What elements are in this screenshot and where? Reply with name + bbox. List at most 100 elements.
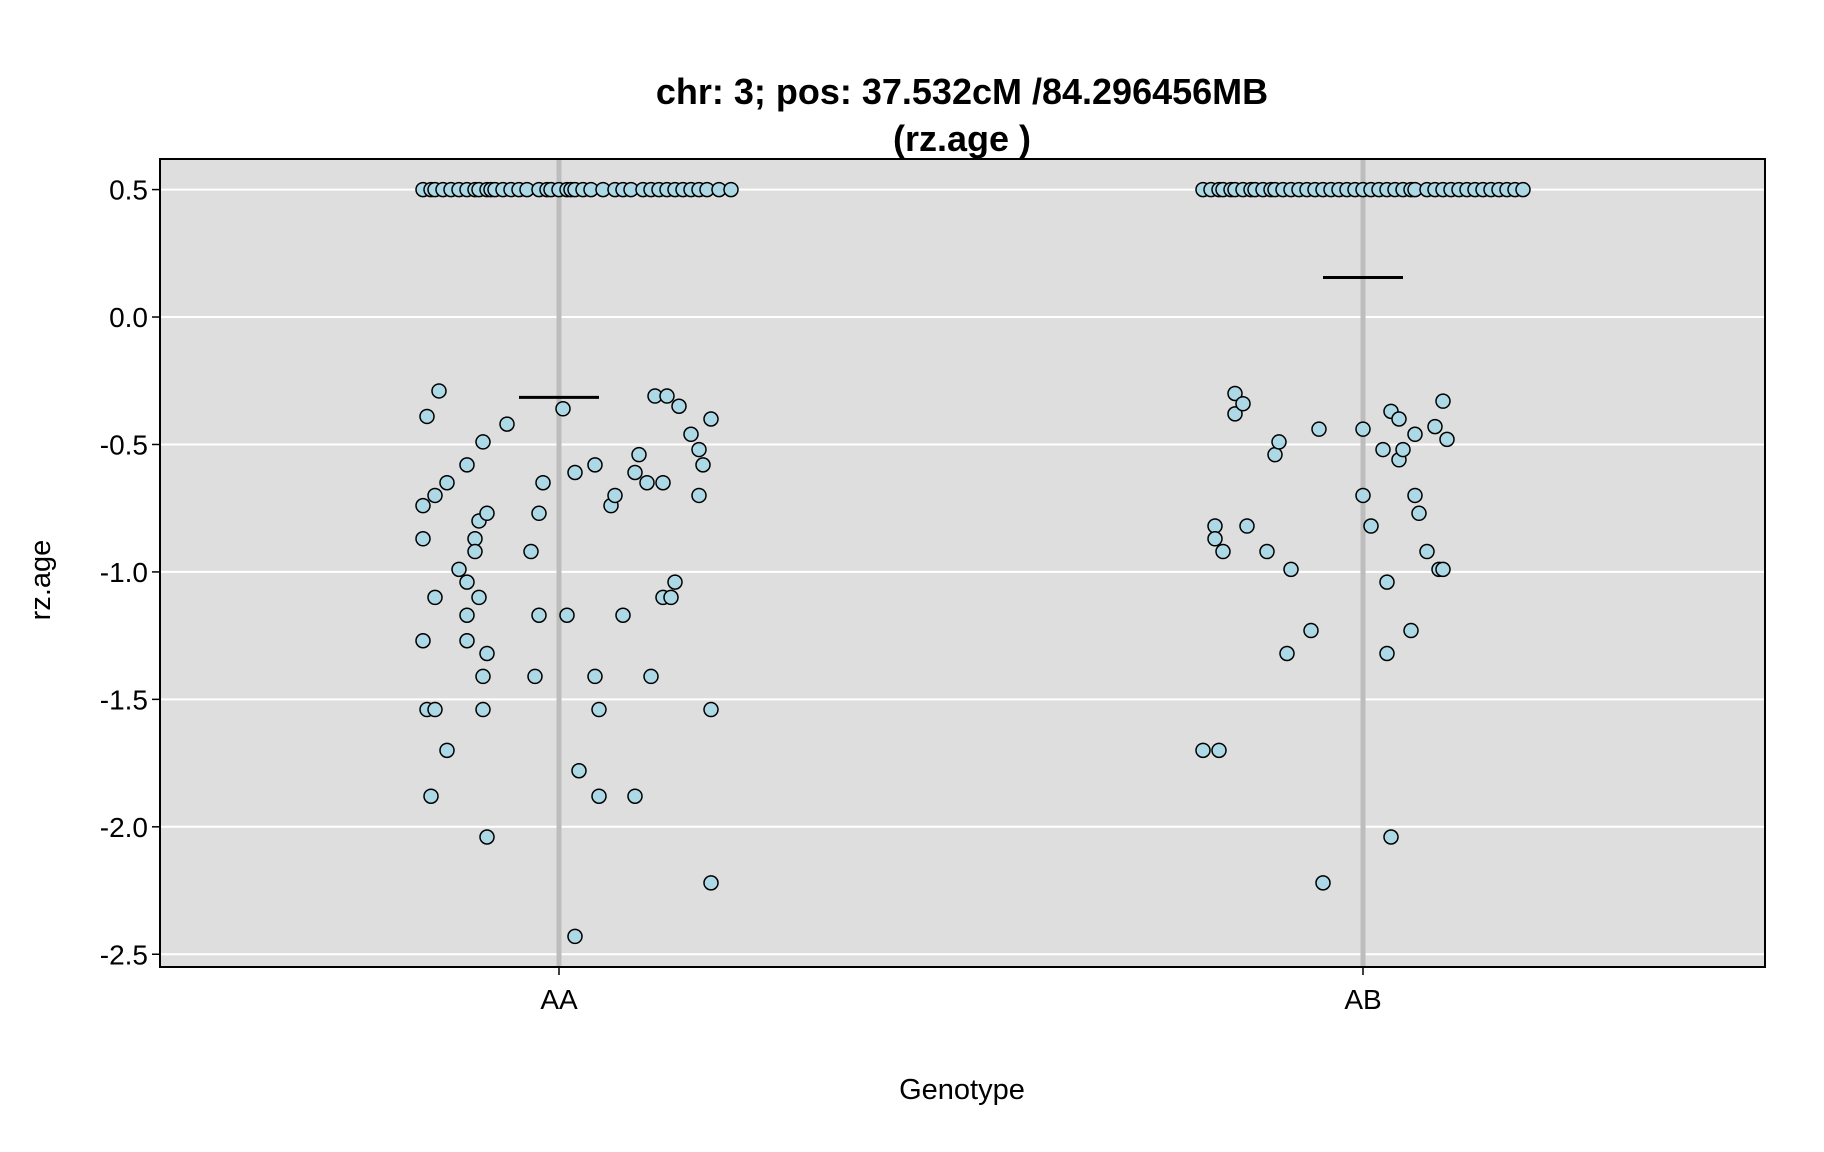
- category-lines: [556, 159, 1366, 967]
- data-point: [1271, 434, 1287, 450]
- data-point: [1411, 505, 1427, 522]
- y-tick-label: -1.5: [100, 684, 148, 715]
- data-point: [1279, 645, 1295, 662]
- data-point: [587, 668, 603, 685]
- data-point: [459, 574, 475, 590]
- data-point: [499, 416, 515, 432]
- data-point: [643, 668, 659, 685]
- data-point: [415, 632, 431, 649]
- data-point: [1407, 426, 1423, 443]
- data-point: [1375, 441, 1391, 458]
- data-point: [667, 574, 683, 590]
- data-point: [415, 531, 431, 547]
- data-point: [627, 788, 643, 804]
- data-point: [475, 434, 491, 450]
- data-point: [671, 398, 687, 414]
- data-point: [471, 589, 487, 606]
- data-point: [479, 645, 495, 662]
- data-point: [703, 875, 719, 891]
- data-point: [587, 457, 603, 473]
- data-point: [559, 607, 575, 624]
- data-point: [439, 742, 455, 759]
- data-point: [535, 474, 551, 491]
- data-point: [459, 607, 475, 624]
- data-point: [607, 487, 623, 504]
- data-point: [1435, 561, 1451, 578]
- data-point: [427, 487, 443, 504]
- data-point: [1239, 518, 1255, 534]
- data-point: [1303, 622, 1319, 639]
- data-point: [703, 411, 719, 427]
- chart-subtitle: (rz.age ): [893, 118, 1031, 159]
- y-tick-label: 0.0: [109, 302, 148, 333]
- data-point: [1355, 487, 1371, 504]
- panel-background: [160, 159, 1765, 967]
- data-point: [1355, 421, 1371, 437]
- data-point: [427, 589, 443, 606]
- data-point: [691, 487, 707, 504]
- data-point: [1207, 531, 1223, 547]
- data-point: [479, 829, 495, 845]
- data-point: [1515, 181, 1531, 198]
- x-tick-labels: AA AB: [540, 967, 1382, 1015]
- data-point: [1211, 742, 1227, 759]
- data-point: [631, 446, 647, 463]
- data-point: [1383, 829, 1399, 845]
- data-point: [683, 426, 699, 443]
- data-point: [531, 505, 547, 522]
- data-point: [415, 497, 431, 514]
- data-point: [615, 607, 631, 624]
- data-point: [1427, 418, 1443, 435]
- data-point: [555, 401, 571, 417]
- data-point: [567, 928, 583, 945]
- plot-panel: [160, 159, 1765, 967]
- x-axis-label: Genotype: [899, 1074, 1025, 1106]
- data-point: [639, 474, 655, 491]
- data-point: [1391, 411, 1407, 427]
- data-point: [591, 701, 607, 718]
- data-point: [527, 668, 543, 685]
- data-point: [1215, 543, 1231, 560]
- y-tick-labels: 0.5 0.0 -0.5 -1.0 -1.5 -2.0 -2.5: [100, 175, 160, 970]
- mean-lines: [519, 276, 1403, 399]
- data-point: [1311, 421, 1327, 437]
- y-tick-label: -1.0: [100, 557, 148, 588]
- data-point: [1439, 431, 1455, 448]
- data-point: [703, 701, 719, 718]
- data-point: [1195, 742, 1211, 759]
- data-point: [571, 762, 587, 779]
- data-point: [591, 788, 607, 804]
- y-tick-label: -0.5: [100, 429, 148, 460]
- data-point: [459, 457, 475, 473]
- data-point: [1227, 406, 1243, 422]
- data-point: [531, 607, 547, 624]
- data-point: [567, 464, 583, 481]
- data-point: [1207, 518, 1223, 534]
- data-point: [627, 464, 643, 481]
- data-point: [419, 408, 435, 425]
- data-point: [659, 388, 675, 404]
- data-point: [1235, 395, 1251, 412]
- data-point: [1403, 622, 1419, 639]
- data-point: [695, 457, 711, 473]
- y-tick-label: 0.5: [109, 175, 148, 206]
- data-point: [459, 632, 475, 649]
- chart-title: chr: 3; pos: 37.532cM /84.296456MB: [656, 71, 1268, 112]
- y-tick-label: -2.5: [100, 939, 148, 970]
- data-point: [655, 474, 671, 491]
- data-point: [1407, 487, 1423, 504]
- data-point: [467, 543, 483, 560]
- data-point: [1227, 385, 1243, 402]
- panel-border: [159, 158, 1766, 968]
- data-point: [423, 788, 439, 804]
- y-axis-label: rz.age: [25, 540, 57, 621]
- data-point: [523, 543, 539, 560]
- gridlines: [160, 188, 1765, 956]
- data-point: [1395, 441, 1411, 458]
- data-point: [1379, 645, 1395, 662]
- data-point: [691, 441, 707, 458]
- data-point: [451, 561, 467, 578]
- data-point: [431, 383, 447, 399]
- panel-frame: [159, 158, 1766, 968]
